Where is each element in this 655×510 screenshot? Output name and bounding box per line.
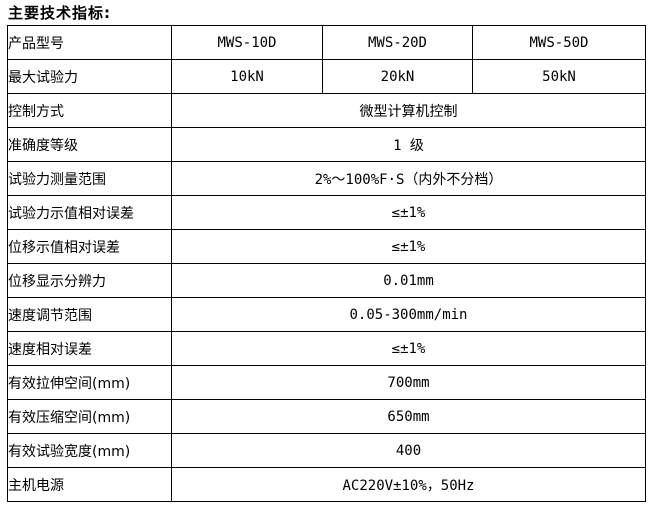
row-label: 试验力测量范围	[7, 161, 172, 196]
table-row-control-mode: 控制方式 微型计算机控制	[7, 93, 646, 128]
row-label: 位移显示分辨力	[7, 263, 172, 298]
table-row-product-model: 产品型号 MWS-10D MWS-20D MWS-50D	[7, 25, 646, 60]
table-row-speed-range: 速度调节范围 0.05-300mm/min	[7, 297, 646, 332]
row-value: 400	[171, 433, 646, 468]
row-value: 650mm	[171, 399, 646, 434]
row-value: 700mm	[171, 365, 646, 400]
table-row-tensile-space: 有效拉伸空间(mm) 700mm	[7, 365, 646, 400]
table-row-compression-space: 有效压缩空间(mm) 650mm	[7, 399, 646, 434]
row-value: 2%～100%F·S（内外不分档）	[171, 161, 646, 196]
row-label: 主机电源	[7, 467, 172, 502]
table-row-force-range: 试验力测量范围 2%～100%F·S（内外不分档）	[7, 161, 646, 196]
force-cell-1: 10kN	[171, 59, 323, 94]
table-row-power-supply: 主机电源 AC220V±10%，50Hz	[7, 467, 646, 502]
row-label-max-force: 最大试验力	[7, 59, 172, 94]
spec-table: 产品型号 MWS-10D MWS-20D MWS-50D 最大试验力 10kN …	[7, 25, 646, 502]
row-label: 控制方式	[7, 93, 172, 128]
row-label: 速度调节范围	[7, 297, 172, 332]
table-row-displacement-resolution: 位移显示分辨力 0.01mm	[7, 263, 646, 298]
spec-page: 主要技术指标: 产品型号 MWS-10D MWS-20D MWS-50D 最大试…	[0, 4, 655, 510]
row-label: 位移示值相对误差	[7, 229, 172, 264]
row-value: ≤±1%	[171, 331, 646, 366]
row-value: 0.05-300mm/min	[171, 297, 646, 332]
force-cell-3: 50kN	[472, 59, 646, 94]
model-cell-2: MWS-20D	[322, 25, 473, 60]
row-label: 速度相对误差	[7, 331, 172, 366]
model-cell-1: MWS-10D	[171, 25, 323, 60]
table-row-test-width: 有效试验宽度(mm) 400	[7, 433, 646, 468]
row-value: 1 级	[171, 127, 646, 162]
row-value: ≤±1%	[171, 195, 646, 230]
row-label: 试验力示值相对误差	[7, 195, 172, 230]
page-title: 主要技术指标:	[8, 4, 111, 22]
table-row-max-force: 最大试验力 10kN 20kN 50kN	[7, 59, 646, 94]
row-value: 0.01mm	[171, 263, 646, 298]
row-label-product-model: 产品型号	[7, 25, 172, 60]
table-row-accuracy-class: 准确度等级 1 级	[7, 127, 646, 162]
row-value: ≤±1%	[171, 229, 646, 264]
force-cell-2: 20kN	[322, 59, 473, 94]
table-row-displacement-error: 位移示值相对误差 ≤±1%	[7, 229, 646, 264]
row-label: 有效压缩空间(mm)	[7, 399, 172, 434]
row-value: 微型计算机控制	[171, 93, 646, 128]
model-cell-3: MWS-50D	[472, 25, 646, 60]
table-row-speed-error: 速度相对误差 ≤±1%	[7, 331, 646, 366]
row-label: 准确度等级	[7, 127, 172, 162]
table-row-force-error: 试验力示值相对误差 ≤±1%	[7, 195, 646, 230]
row-label: 有效拉伸空间(mm)	[7, 365, 172, 400]
row-label: 有效试验宽度(mm)	[7, 433, 172, 468]
row-value: AC220V±10%，50Hz	[171, 467, 646, 502]
